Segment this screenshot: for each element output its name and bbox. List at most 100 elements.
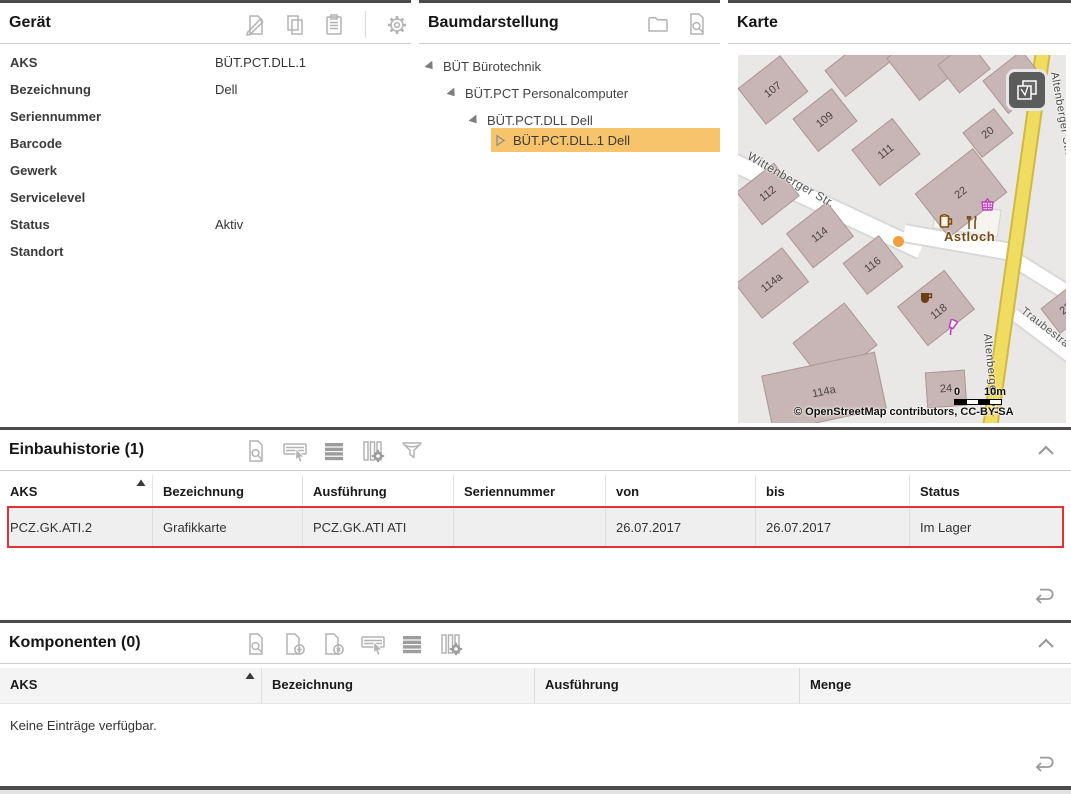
components-undo-button[interactable] (1031, 753, 1057, 776)
cell-seriennummer (454, 508, 606, 546)
edit-button[interactable] (243, 12, 269, 38)
field-label: Gewerk (10, 163, 57, 178)
history-undo-button[interactable] (1031, 585, 1057, 608)
field-label: Bezeichnung (10, 82, 91, 97)
field-label: Standort (10, 244, 64, 259)
column-settings-icon (441, 634, 463, 656)
marker-dot (893, 236, 904, 247)
collapse-toggle-icon[interactable] (447, 87, 458, 99)
building-label: 111 (875, 142, 897, 162)
components-add-button[interactable] (282, 631, 308, 657)
layers-button[interactable] (1006, 69, 1048, 111)
history-panel-header: Einbauhistorie (1) (0, 430, 1071, 471)
scale-from: 0 (954, 386, 961, 398)
map-building: 111 (851, 117, 921, 187)
components-columns-button[interactable] (438, 631, 464, 657)
building-label: 20 (979, 124, 997, 142)
column-header-von[interactable]: von (606, 475, 756, 508)
map-panel: Karte 107 18 109 111 20 22 112 114 116 1… (728, 0, 1071, 427)
history-table-row[interactable]: PCZ.GK.ATI.2 Grafikkarte PCZ.GK.ATI ATI … (0, 508, 1071, 546)
bottom-strip (0, 790, 1071, 794)
rows-icon (325, 443, 343, 461)
tree-search-button[interactable] (684, 11, 710, 37)
field-value: Aktiv (215, 217, 244, 232)
cafe-icon (921, 293, 933, 303)
column-header-bis[interactable]: bis (756, 475, 910, 508)
map-building (937, 55, 991, 94)
tree-node[interactable]: BÜT Bürotechnik (425, 55, 541, 77)
map-canvas[interactable]: 107 18 109 111 20 22 112 114 116 114a 11… (738, 55, 1066, 423)
collapse-toggle-icon[interactable] (425, 60, 436, 72)
components-collapse-button[interactable] (1035, 635, 1057, 651)
gear-icon (388, 15, 406, 34)
basket-icon (981, 198, 994, 211)
undo-icon (1035, 588, 1054, 604)
field-value: BÜT.PCT.DLL.1 (215, 55, 307, 70)
tree-node[interactable]: BÜT.PCT.DLL Dell (469, 109, 593, 131)
building-label: 116 (862, 254, 884, 276)
field-row: Standort (0, 239, 411, 266)
field-row: Barcode (0, 131, 411, 158)
column-header-menge[interactable]: Menge (810, 677, 852, 692)
wine-icon (948, 319, 958, 336)
document-add-icon (286, 633, 305, 655)
device-fields: AKS BÜT.PCT.DLL.1 Bezeichnung Dell Serienn… (0, 50, 411, 266)
column-header-aks[interactable]: AKS (0, 668, 262, 703)
copy-button[interactable] (282, 12, 308, 38)
building-label: 23 (1057, 300, 1066, 318)
history-filter-button[interactable] (399, 438, 425, 464)
field-row: AKS BÜT.PCT.DLL.1 (0, 50, 411, 77)
building-label: 114 (809, 224, 831, 246)
map-panel-title: Karte (737, 14, 778, 31)
clipboard-button[interactable] (321, 12, 347, 38)
cell-von: 26.07.2017 (606, 508, 756, 546)
expand-toggle-icon[interactable] (495, 134, 506, 146)
field-row: Status Aktiv (0, 212, 411, 239)
column-header-bezeichnung[interactable]: Bezeichnung (262, 668, 535, 703)
tree-panel-title: Baumdarstellung (428, 14, 559, 31)
document-search-icon (690, 13, 704, 35)
history-panel: Einbauhistorie (1) AKS Bezeichnung Ausfü… (0, 427, 1071, 620)
components-toolbar (243, 631, 464, 657)
map-panel-header: Karte (728, 3, 1071, 44)
folder-icon (648, 17, 668, 32)
column-header-seriennummer[interactable]: Seriennummer (454, 475, 606, 508)
tree-panel: Baumdarstellung BÜT Bürotechnik BÜT.PCT … (419, 0, 720, 427)
tree-node-label: BÜT.PCT.DLL Dell (487, 112, 593, 128)
tree-node[interactable]: BÜT.PCT Personalcomputer (447, 82, 628, 104)
building-label: 109 (814, 109, 836, 131)
tree-node-selected[interactable]: BÜT.PCT.DLL.1 Dell (491, 128, 720, 152)
components-panel-title: Komponenten (0) (9, 634, 141, 651)
components-rows-button[interactable] (399, 631, 425, 657)
components-remove-button[interactable] (321, 631, 347, 657)
column-header-status[interactable]: Status (920, 484, 960, 499)
folder-button[interactable] (645, 11, 671, 37)
collapse-toggle-icon[interactable] (469, 114, 480, 126)
column-header-aks[interactable]: AKS (0, 475, 153, 508)
column-header-ausfuehrung[interactable]: Ausführung (535, 668, 800, 703)
cell-aks: PCZ.GK.ATI.2 (0, 508, 153, 546)
filter-icon (402, 442, 422, 459)
history-collapse-button[interactable] (1035, 442, 1057, 458)
history-search-button[interactable] (243, 438, 269, 464)
map-building: 118 (896, 269, 976, 347)
tree-panel-header: Baumdarstellung (419, 3, 720, 44)
history-select-button[interactable] (282, 438, 308, 464)
column-settings-icon (363, 441, 385, 463)
components-select-button[interactable] (360, 631, 386, 657)
settings-button[interactable] (384, 12, 410, 38)
column-header-ausfuehrung[interactable]: Ausführung (303, 475, 454, 508)
cell-ausfuehrung: PCZ.GK.ATI ATI (303, 508, 454, 546)
field-row: Gewerk (0, 158, 411, 185)
history-rows-button[interactable] (321, 438, 347, 464)
components-search-button[interactable] (243, 631, 269, 657)
edit-icon (246, 14, 264, 36)
street-label-altenberger-top: Altenberger Str. (1048, 71, 1066, 157)
history-columns-button[interactable] (360, 438, 386, 464)
column-header-bezeichnung[interactable]: Bezeichnung (153, 475, 303, 508)
device-panel-header: Gerät (0, 3, 411, 44)
map-attribution: © OpenStreetMap contributors, CC-BY-SA (794, 406, 1014, 418)
components-panel-header: Komponenten (0) (0, 623, 1071, 664)
scale-bar (954, 399, 1002, 405)
building-label: 114a (811, 383, 837, 401)
